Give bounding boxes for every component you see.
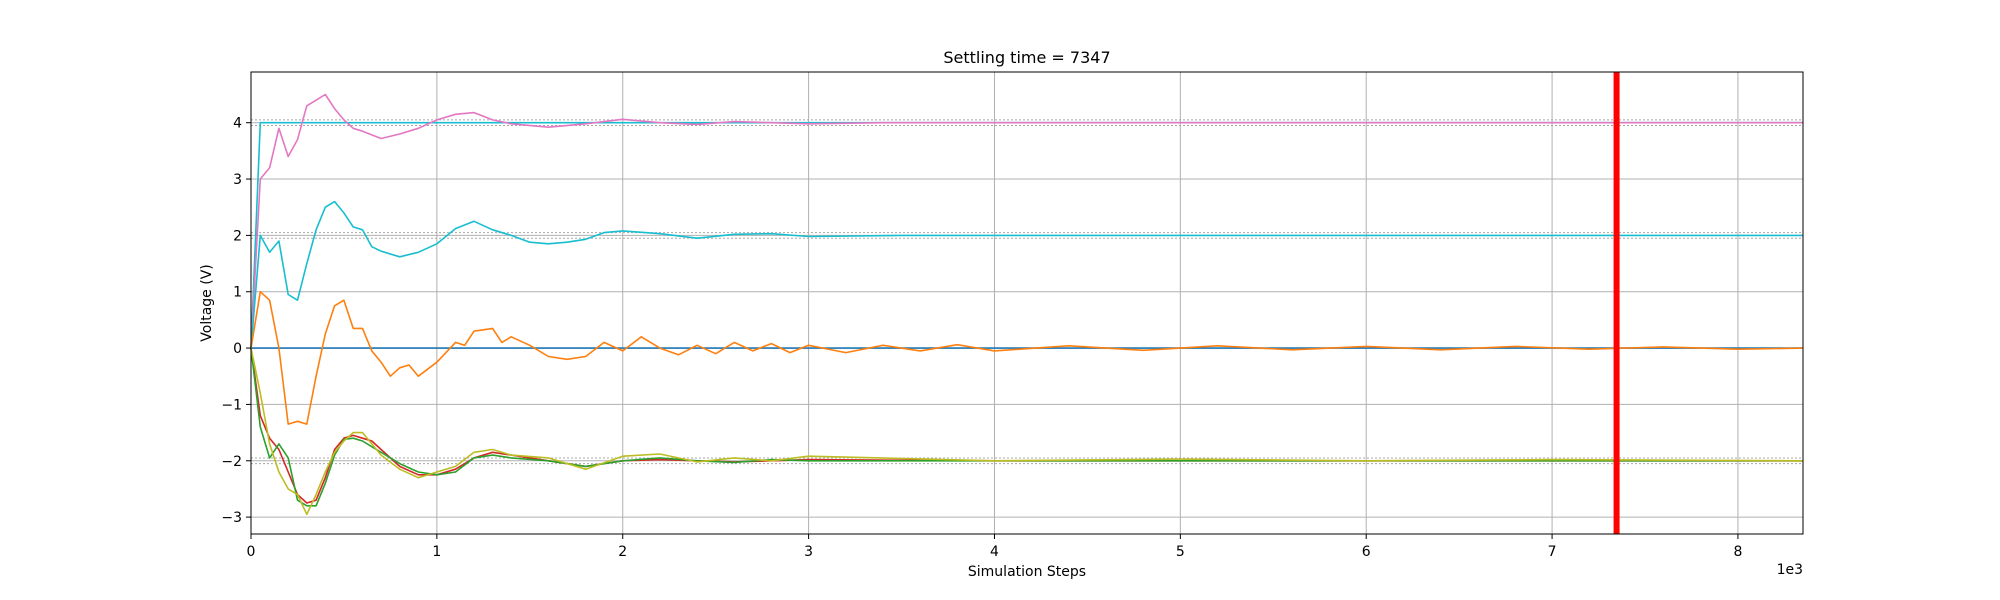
x-tick-label: 0 xyxy=(247,544,256,560)
plot-frame xyxy=(250,71,1804,535)
x-tick-label: 7 xyxy=(1548,544,1557,560)
axis-ticks: 0 1 2 3 4 5 6 7 8 −3 −2 −1 0 1 2 3 4 xyxy=(221,116,1742,560)
series-line-4 xyxy=(250,200,1803,349)
x-tick-label: 2 xyxy=(618,544,627,560)
x-tick-label: 8 xyxy=(1733,544,1742,560)
series-lines xyxy=(250,93,1804,516)
y-axis-label: Voltage (V) xyxy=(199,264,215,341)
x-tick-label: 6 xyxy=(1362,544,1371,560)
series-line-5 xyxy=(250,290,1804,425)
y-tick-label: −3 xyxy=(221,510,242,526)
y-tick-label: 1 xyxy=(233,285,242,301)
y-tick-label: −2 xyxy=(221,454,242,470)
grid xyxy=(250,72,1803,534)
series-line-7 xyxy=(250,348,1803,507)
series-line-3 xyxy=(250,93,1803,349)
tolerance-bands xyxy=(251,119,1803,465)
x-tick-label: 1 xyxy=(432,544,441,560)
x-tick-label: 3 xyxy=(804,544,813,560)
y-tick-label: 2 xyxy=(233,228,242,244)
y-tick-label: −1 xyxy=(221,397,242,413)
series-line-8 xyxy=(250,347,1804,516)
x-tick-label: 4 xyxy=(990,544,999,560)
chart-title: Settling time = 7347 xyxy=(943,48,1110,67)
series-line-6 xyxy=(250,347,1803,504)
y-tick-label: 3 xyxy=(233,172,242,188)
x-tick-label: 5 xyxy=(1176,544,1185,560)
y-tick-label: 4 xyxy=(233,116,242,132)
x-axis-label: Simulation Steps xyxy=(968,564,1086,580)
x-axis-offset-label: 1e3 xyxy=(1777,562,1803,578)
y-tick-label: 0 xyxy=(233,341,242,357)
